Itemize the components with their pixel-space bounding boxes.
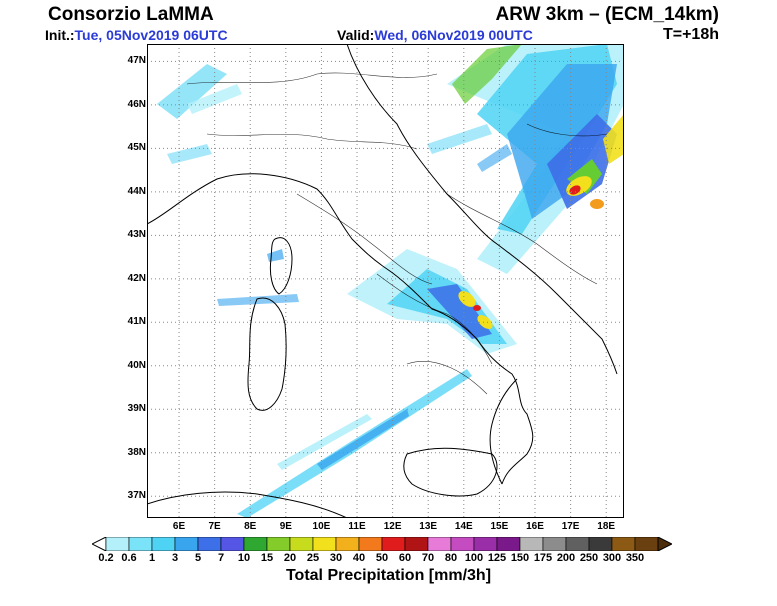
colorbar-swatch <box>381 537 406 551</box>
colorbar-tick-label: 350 <box>625 552 645 564</box>
colorbar-tick-label: 25 <box>306 552 320 564</box>
colorbar-tick-label: 5 <box>194 552 202 564</box>
valid-value: Wed, 06Nov2019 00UTC <box>374 27 533 43</box>
lat-label: 45N <box>127 142 146 154</box>
colorbar <box>92 537 672 551</box>
lon-label: 7E <box>208 521 221 532</box>
colorbar-swatch <box>519 537 544 551</box>
colorbar-swatch <box>289 537 314 551</box>
colorbar-tick-label: 300 <box>602 552 622 564</box>
valid-label: Valid: <box>337 27 375 43</box>
colorbar-tick-label: 200 <box>556 552 576 564</box>
colorbar-swatch <box>588 537 613 551</box>
colorbar-tick-label: 60 <box>398 552 412 564</box>
colorbar-swatch <box>151 537 176 551</box>
colorbar-swatch <box>496 537 521 551</box>
colorbar-swatch <box>312 537 337 551</box>
lat-label: 43N <box>127 229 146 241</box>
colorbar-swatch <box>243 537 268 551</box>
colorbar-tick-label: 0.2 <box>98 552 114 564</box>
init-label: Init.: <box>45 27 75 43</box>
colorbar-tick-label: 7 <box>217 552 225 564</box>
lat-label: 38N <box>127 446 146 458</box>
colorbar-swatch <box>542 537 567 551</box>
valid-time: Valid:Wed, 06Nov2019 00UTC <box>337 27 533 43</box>
lon-label: 16E <box>526 521 544 532</box>
colorbar-swatch <box>404 537 429 551</box>
model-title: ARW 3km – (ECM_14km) <box>495 4 719 25</box>
colorbar-tick-label: 100 <box>464 552 484 564</box>
colorbar-swatch <box>266 537 291 551</box>
colorbar-swatch <box>220 537 245 551</box>
lon-label: 8E <box>244 521 257 532</box>
lat-label: 42N <box>127 272 146 284</box>
colorbar-swatch <box>335 537 360 551</box>
colorbar-tick-label: 175 <box>533 552 553 564</box>
colorbar-swatch <box>565 537 590 551</box>
colorbar-tick-label: 125 <box>487 552 507 564</box>
lon-label: 10E <box>312 521 331 532</box>
lat-label: 41N <box>127 316 146 328</box>
colorbar-swatch <box>473 537 498 551</box>
organization-title: Consorzio LaMMA <box>48 4 214 25</box>
lon-label: 14E <box>454 521 473 532</box>
colorbar-swatch <box>611 537 636 551</box>
colorbar-tick-label: 150 <box>510 552 530 564</box>
colorbar-tick-label: 20 <box>283 552 297 564</box>
precipitation-map <box>147 44 624 518</box>
precipitation-field <box>157 44 624 518</box>
lat-label: 44N <box>127 185 146 197</box>
lon-label: 13E <box>419 521 438 532</box>
lon-label: 18E <box>597 521 616 532</box>
lon-label: 17E <box>561 521 580 532</box>
colorbar-swatch <box>450 537 475 551</box>
colorbar-swatch <box>105 537 130 551</box>
colorbar-swatch <box>128 537 153 551</box>
colorbar-swatch <box>634 537 659 551</box>
init-value: Tue, 05Nov2019 06UTC <box>74 27 228 43</box>
lon-label: 6E <box>172 521 186 532</box>
lat-label: 37N <box>127 490 146 502</box>
lon-label: 15E <box>490 521 509 532</box>
colorbar-tick-label: 50 <box>375 552 389 564</box>
lon-label: 11E <box>348 521 366 532</box>
lon-label: 12E <box>383 521 402 532</box>
map-canvas <box>147 44 624 518</box>
colorbar-tick-label: 70 <box>421 552 435 564</box>
colorbar-swatch <box>427 537 452 551</box>
colorbar-tick-label: 3 <box>171 552 179 564</box>
colorbar-swatch <box>197 537 222 551</box>
lat-label: 47N <box>127 55 146 67</box>
init-time: Init.:Tue, 05Nov2019 06UTC <box>45 27 228 43</box>
colorbar-tick-label: 1 <box>148 552 156 564</box>
colorbar-tick-label: 30 <box>329 552 343 564</box>
coastlines <box>147 44 618 518</box>
colorbar-tick-label: 10 <box>237 552 251 564</box>
region-borders <box>186 72 608 395</box>
colorbar-tick-label: 250 <box>579 552 599 564</box>
colorbar-swatch <box>174 537 199 551</box>
colorbar-arrow-high <box>657 537 672 551</box>
lon-label: 9E <box>279 521 292 532</box>
lat-label: 46N <box>127 98 146 110</box>
lat-label: 39N <box>127 403 146 415</box>
lat-label: 40N <box>127 359 146 371</box>
colorbar-tick-label: 0.6 <box>121 552 137 564</box>
colorbar-title: Total Precipitation [mm/3h] <box>285 567 492 584</box>
colorbar-tick-label: 40 <box>352 552 366 564</box>
colorbar-arrow-low <box>92 537 107 551</box>
forecast-step: T=+18h <box>662 26 719 43</box>
colorbar-tick-label: 80 <box>444 552 458 564</box>
colorbar-tick-label: 15 <box>260 552 274 564</box>
colorbar-swatch <box>358 537 383 551</box>
